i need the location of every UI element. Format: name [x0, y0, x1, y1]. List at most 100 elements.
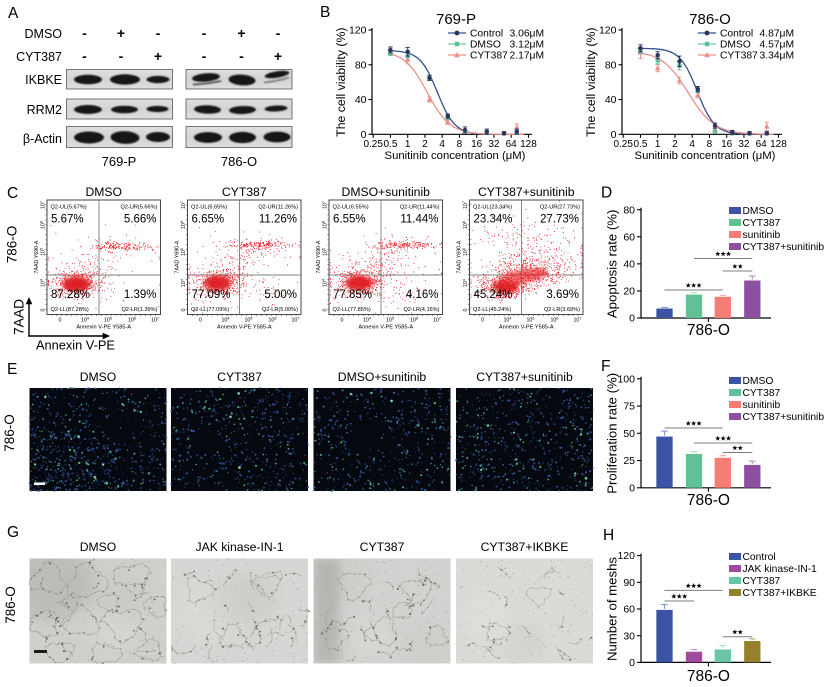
svg-text:3.12μM: 3.12μM — [510, 40, 545, 51]
svg-text:769-P: 769-P — [436, 11, 476, 28]
svg-text:786-O: 786-O — [687, 492, 730, 509]
svg-text:DMSO: DMSO — [25, 27, 63, 41]
svg-text:0: 0 — [629, 313, 635, 325]
svg-text:786-O: 786-O — [5, 226, 20, 264]
svg-text:CYT387+sunitinib: CYT387+sunitinib — [743, 242, 825, 253]
svg-text:E: E — [7, 361, 17, 378]
svg-text:Q2-UL(6.65%): Q2-UL(6.65%) — [191, 205, 227, 211]
svg-text:40: 40 — [355, 94, 367, 106]
svg-text:3.69%: 3.69% — [546, 289, 579, 301]
svg-text:80: 80 — [623, 204, 635, 216]
svg-text:104: 104 — [40, 279, 47, 287]
svg-text:1: 1 — [405, 139, 411, 150]
svg-text:104: 104 — [322, 279, 329, 287]
svg-text:sunitinib: sunitinib — [743, 400, 781, 411]
svg-text:107: 107 — [433, 317, 441, 324]
svg-text:β-Actin: β-Actin — [23, 132, 62, 146]
svg-text:DMSO: DMSO — [720, 40, 751, 51]
svg-text:100: 100 — [617, 373, 635, 385]
svg-text:64: 64 — [506, 139, 518, 150]
svg-text:Q2-UR(27.73%): Q2-UR(27.73%) — [540, 205, 580, 211]
svg-text:Annexin V-PE Y585-A: Annexin V-PE Y585-A — [217, 325, 272, 331]
svg-text:-: - — [202, 48, 207, 64]
svg-text:104: 104 — [503, 317, 511, 324]
svg-text:104: 104 — [180, 279, 187, 287]
svg-text:80: 80 — [355, 59, 367, 71]
svg-text:60: 60 — [623, 231, 635, 243]
svg-text:Q2-LR(4.16%): Q2-LR(4.16%) — [403, 307, 439, 313]
svg-text:CYT387+sunitinib: CYT387+sunitinib — [478, 185, 575, 199]
svg-text:5.00%: 5.00% — [264, 289, 297, 301]
svg-text:106: 106 — [410, 317, 418, 324]
svg-text:F: F — [601, 358, 610, 375]
svg-text:7AAD Y690-A: 7AAD Y690-A — [175, 240, 181, 273]
svg-text:2.17μM: 2.17μM — [510, 51, 545, 62]
svg-text:106: 106 — [550, 317, 558, 324]
svg-text:40: 40 — [605, 94, 617, 106]
svg-text:CYT387: CYT387 — [743, 218, 781, 229]
svg-text:0: 0 — [341, 318, 344, 324]
svg-text:CYT387+sunitinib: CYT387+sunitinib — [743, 412, 825, 423]
svg-text:23.34%: 23.34% — [474, 214, 513, 226]
svg-text:Number of meshs: Number of meshs — [605, 557, 620, 661]
svg-text:104: 104 — [81, 317, 89, 324]
svg-text:4.16%: 4.16% — [406, 289, 439, 301]
svg-text:Q2-UL(6.55%): Q2-UL(6.55%) — [333, 205, 369, 211]
svg-text:0: 0 — [481, 318, 484, 324]
svg-text:0: 0 — [629, 657, 635, 669]
svg-text:80: 80 — [605, 59, 617, 71]
svg-text:CYT387: CYT387 — [217, 370, 262, 384]
svg-text:16: 16 — [471, 139, 483, 150]
svg-text:Annexin V-PE Y585-A: Annexin V-PE Y585-A — [358, 325, 413, 331]
svg-text:Q2-LL(77.85%): Q2-LL(77.85%) — [333, 307, 371, 313]
svg-text:27.73%: 27.73% — [540, 214, 579, 226]
svg-text:107: 107 — [180, 201, 187, 209]
svg-text:786-O: 786-O — [687, 322, 730, 339]
svg-text:786-O: 786-O — [3, 586, 18, 624]
svg-text:106: 106 — [40, 221, 47, 229]
svg-text:Q2-LR(3.69%): Q2-LR(3.69%) — [544, 307, 580, 313]
svg-text:1: 1 — [655, 139, 661, 150]
svg-text:4: 4 — [689, 139, 695, 150]
svg-text:20: 20 — [623, 286, 635, 298]
svg-text:Q2-UR(11.44%): Q2-UR(11.44%) — [400, 205, 440, 211]
svg-text:4: 4 — [439, 139, 445, 150]
svg-text:Sunitinib concentration (μM): Sunitinib concentration (μM) — [635, 150, 776, 162]
svg-text:Q2-LR(5.00%): Q2-LR(5.00%) — [262, 307, 298, 313]
svg-text:CYT387+IKBKE: CYT387+IKBKE — [743, 588, 817, 599]
svg-text:CYT387: CYT387 — [16, 50, 62, 64]
svg-text:107: 107 — [462, 201, 469, 209]
svg-text:105: 105 — [526, 317, 534, 324]
svg-text:Q2-LL(45.24%): Q2-LL(45.24%) — [473, 307, 511, 313]
svg-text:CYT387: CYT387 — [743, 576, 781, 587]
svg-text:128: 128 — [520, 139, 537, 150]
svg-text:DMSO: DMSO — [80, 540, 117, 554]
svg-text:-: - — [82, 25, 87, 41]
svg-text:sunitinib: sunitinib — [743, 230, 781, 241]
svg-text:0: 0 — [611, 129, 617, 141]
svg-text:77.85%: 77.85% — [333, 289, 372, 301]
svg-text:8: 8 — [457, 139, 463, 150]
svg-text:Annexin V-PE: Annexin V-PE — [36, 338, 115, 353]
svg-text:77.09%: 77.09% — [192, 289, 231, 301]
svg-text:Q2-UR(5.66%): Q2-UR(5.66%) — [121, 205, 158, 211]
svg-text:-: - — [239, 48, 244, 64]
svg-text:Q2-LL(77.09%): Q2-LL(77.09%) — [191, 307, 229, 313]
svg-text:-: - — [202, 25, 207, 41]
svg-text:3.06μM: 3.06μM — [510, 29, 545, 40]
svg-text:3.34μM: 3.34μM — [760, 51, 795, 62]
svg-text:Q2-UR(11.26%): Q2-UR(11.26%) — [258, 205, 298, 211]
svg-text:0: 0 — [181, 308, 187, 311]
svg-text:0: 0 — [629, 482, 635, 494]
svg-text:0: 0 — [41, 308, 47, 311]
svg-text:786-O: 786-O — [689, 11, 731, 28]
svg-text:JAK kinase-IN-1: JAK kinase-IN-1 — [195, 540, 283, 554]
svg-text:Control: Control — [743, 552, 776, 563]
svg-text:A: A — [8, 5, 19, 22]
svg-text:104: 104 — [221, 317, 229, 324]
svg-text:2: 2 — [672, 139, 678, 150]
svg-text:11.26%: 11.26% — [259, 214, 297, 226]
svg-text:-: - — [119, 48, 124, 64]
svg-text:120: 120 — [599, 25, 617, 37]
svg-text:+: + — [237, 25, 245, 41]
